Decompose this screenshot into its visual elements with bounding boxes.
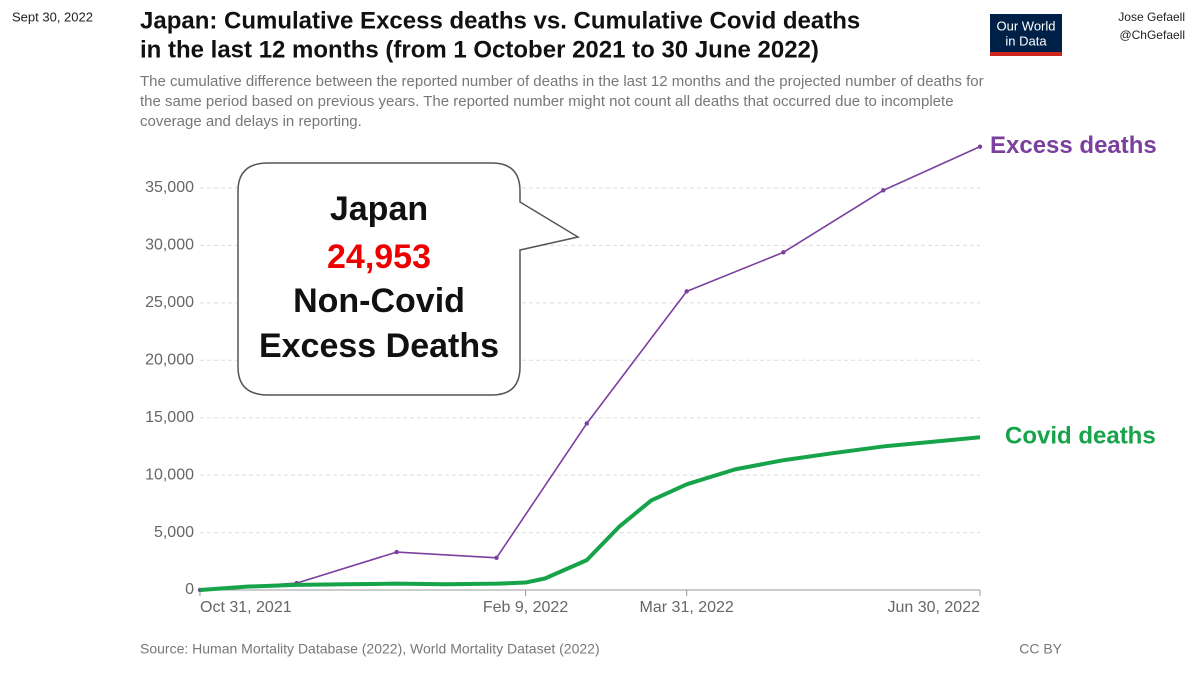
chart-title: Japan: Cumulative Excess deaths vs. Cumu… [140,7,860,34]
handle: @ChGefaell [1119,28,1185,42]
point [684,289,689,294]
callout-text: Excess Deaths [259,327,499,365]
point [394,549,399,555]
point [977,144,983,149]
source: Source: Human Mortality Database (2022),… [140,641,600,657]
callout-text: Non-Covid [293,282,465,320]
series-label: Excess deaths [990,132,1157,159]
point [494,555,499,561]
callout-value: 24,953 [327,238,431,276]
y-tick-label: 0 [185,581,194,598]
logo-bar [990,52,1062,56]
series-label: Covid deaths [1005,423,1156,450]
callout-bubble [237,162,580,396]
x-tick-label: Feb 9, 2022 [483,599,569,616]
logo-text: in Data [1005,33,1047,48]
point [781,250,786,255]
point [881,188,886,193]
chart-title: in the last 12 months (from 1 October 20… [140,36,819,63]
x-tick-label: Mar 31, 2022 [640,599,734,616]
x-tick-label: Oct 31, 2021 [200,599,292,616]
series-line [199,435,981,592]
author: Jose Gefaell [1118,10,1185,24]
y-tick-label: 30,000 [145,237,194,254]
subtitle: The cumulative difference between the re… [140,73,984,90]
y-tick-label: 25,000 [145,294,194,311]
subtitle: coverage and delays in reporting. [140,113,362,130]
y-tick-label: 10,000 [145,466,194,483]
y-tick-label: 35,000 [145,179,194,196]
logo [990,14,1062,56]
license: CC BY [1019,641,1062,657]
subtitle: the same period based on previous years.… [140,93,954,110]
y-tick-label: 15,000 [145,409,194,426]
logo-text: Our World [997,18,1056,33]
y-tick-label: 5,000 [154,524,194,541]
callout-country: Japan [330,190,428,228]
x-tick-label: Jun 30, 2022 [887,599,980,616]
y-tick-label: 20,000 [145,352,194,369]
date: Sept 30, 2022 [12,9,93,24]
point [584,421,589,426]
